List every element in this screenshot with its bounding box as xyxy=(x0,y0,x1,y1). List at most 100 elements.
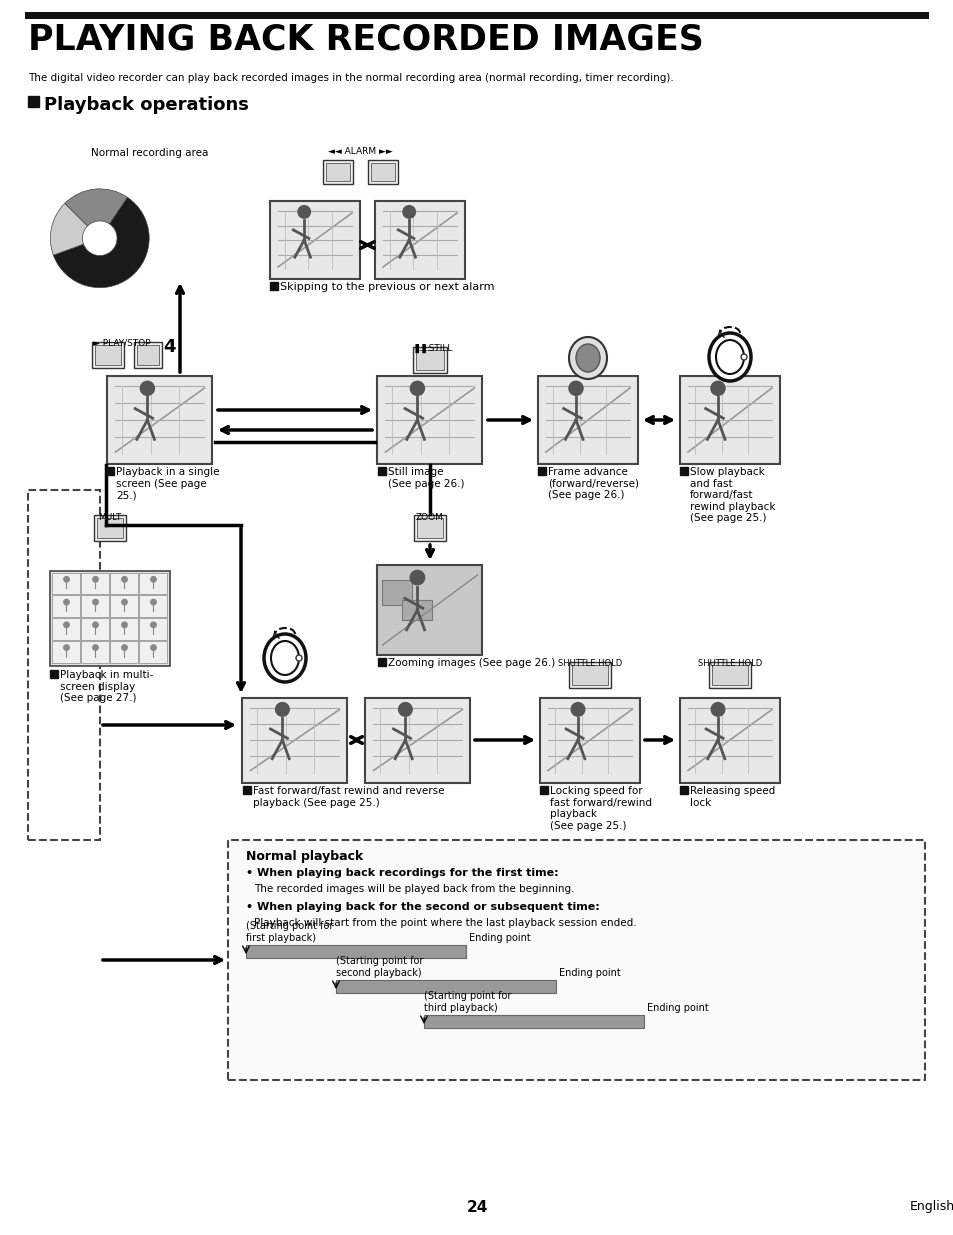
Text: MULT: MULT xyxy=(98,513,122,522)
Bar xyxy=(108,375,213,464)
Bar xyxy=(110,618,138,640)
Bar xyxy=(95,345,121,366)
Bar xyxy=(81,641,109,662)
Bar xyxy=(50,571,170,666)
Bar xyxy=(377,467,386,475)
Bar xyxy=(326,163,350,182)
Bar xyxy=(50,671,58,678)
Bar xyxy=(139,618,167,640)
Text: Ending point: Ending point xyxy=(558,968,620,978)
Text: 4: 4 xyxy=(163,338,175,356)
Circle shape xyxy=(410,382,424,395)
Text: Zooming images (See page 26.): Zooming images (See page 26.) xyxy=(388,658,555,668)
Bar xyxy=(228,840,924,1079)
Bar xyxy=(572,664,607,685)
Text: Normal recording area: Normal recording area xyxy=(91,148,209,158)
Circle shape xyxy=(151,599,156,605)
Wedge shape xyxy=(65,189,128,226)
Circle shape xyxy=(410,571,424,585)
Bar xyxy=(133,342,162,368)
Text: SHUTTLE HOLD: SHUTTLE HOLD xyxy=(698,659,761,668)
Bar xyxy=(110,641,138,662)
Circle shape xyxy=(297,206,310,219)
Ellipse shape xyxy=(708,333,750,382)
Bar xyxy=(323,161,353,184)
Wedge shape xyxy=(53,198,149,288)
Text: Playback in a single
screen (See page
25.): Playback in a single screen (See page 25… xyxy=(116,467,219,500)
Bar xyxy=(382,580,412,605)
Bar xyxy=(402,600,432,620)
Bar xyxy=(139,595,167,618)
Text: Playback in multi-
screen display
(See page 27.): Playback in multi- screen display (See p… xyxy=(60,671,153,703)
Bar xyxy=(81,595,109,618)
Bar xyxy=(81,618,109,640)
Bar xyxy=(368,161,397,184)
Circle shape xyxy=(122,599,127,605)
Bar xyxy=(246,945,465,958)
Bar xyxy=(110,573,138,594)
Circle shape xyxy=(275,703,289,716)
Bar xyxy=(335,981,556,993)
Bar xyxy=(371,163,395,182)
Circle shape xyxy=(64,645,70,651)
Ellipse shape xyxy=(716,340,743,374)
Text: Playback operations: Playback operations xyxy=(44,96,249,114)
Circle shape xyxy=(64,577,70,582)
Text: Still image
(See page 26.): Still image (See page 26.) xyxy=(388,467,464,489)
Text: Ending point: Ending point xyxy=(469,932,530,944)
Bar xyxy=(28,96,39,107)
Bar xyxy=(423,1015,643,1028)
Text: PLAYING BACK RECORDED IMAGES: PLAYING BACK RECORDED IMAGES xyxy=(28,22,703,56)
Text: ◄◄ ALARM ►►: ◄◄ ALARM ►► xyxy=(328,147,393,156)
Circle shape xyxy=(151,622,156,627)
Circle shape xyxy=(571,703,584,716)
Circle shape xyxy=(122,645,127,651)
Bar xyxy=(537,375,638,464)
Circle shape xyxy=(92,622,98,627)
Text: Ending point: Ending point xyxy=(646,1003,708,1013)
Bar xyxy=(242,698,347,783)
Bar xyxy=(679,698,780,783)
Text: ► PLAY/STOP: ► PLAY/STOP xyxy=(92,338,151,347)
Bar xyxy=(137,345,159,366)
Bar xyxy=(708,662,750,688)
Bar xyxy=(28,490,100,840)
Ellipse shape xyxy=(264,634,306,682)
Bar xyxy=(52,595,80,618)
Bar xyxy=(243,785,251,794)
Bar xyxy=(139,641,167,662)
Text: The digital video recorder can play back recorded images in the normal recording: The digital video recorder can play back… xyxy=(28,73,673,83)
Text: Releasing speed
lock: Releasing speed lock xyxy=(689,785,775,808)
Circle shape xyxy=(122,622,127,627)
Bar xyxy=(375,201,464,279)
Bar xyxy=(416,350,443,370)
Text: Slow playback
and fast
forward/fast
rewind playback
(See page 25.): Slow playback and fast forward/fast rewi… xyxy=(689,467,775,524)
Wedge shape xyxy=(51,204,88,256)
Bar xyxy=(91,342,124,368)
Circle shape xyxy=(710,703,724,716)
Text: SHUTTLE HOLD: SHUTTLE HOLD xyxy=(558,659,621,668)
Bar xyxy=(52,573,80,594)
Text: 24: 24 xyxy=(466,1200,487,1215)
Circle shape xyxy=(151,645,156,651)
Circle shape xyxy=(740,354,746,359)
Text: • When playing back for the second or subsequent time:: • When playing back for the second or su… xyxy=(246,902,599,911)
Ellipse shape xyxy=(576,345,599,372)
Circle shape xyxy=(568,382,582,395)
Text: Skipping to the previous or next alarm: Skipping to the previous or next alarm xyxy=(280,282,494,291)
Circle shape xyxy=(402,206,415,219)
Bar xyxy=(414,515,446,541)
Bar xyxy=(270,282,277,290)
Bar xyxy=(110,595,138,618)
Bar xyxy=(94,515,126,541)
Circle shape xyxy=(64,622,70,627)
Bar xyxy=(679,467,687,475)
Circle shape xyxy=(151,577,156,582)
Bar xyxy=(679,375,780,464)
Bar xyxy=(416,517,442,538)
Text: Locking speed for
fast forward/rewind
playback
(See page 25.): Locking speed for fast forward/rewind pl… xyxy=(550,785,651,831)
Bar xyxy=(413,347,447,373)
Text: • When playing back recordings for the first time:: • When playing back recordings for the f… xyxy=(246,868,558,878)
Bar xyxy=(537,467,545,475)
Bar xyxy=(377,564,482,655)
